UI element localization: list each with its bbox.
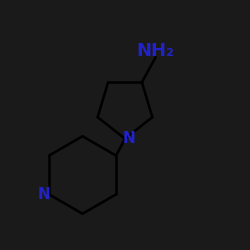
Text: N: N xyxy=(122,131,135,146)
Text: NH₂: NH₂ xyxy=(137,42,174,60)
Text: N: N xyxy=(38,187,51,202)
